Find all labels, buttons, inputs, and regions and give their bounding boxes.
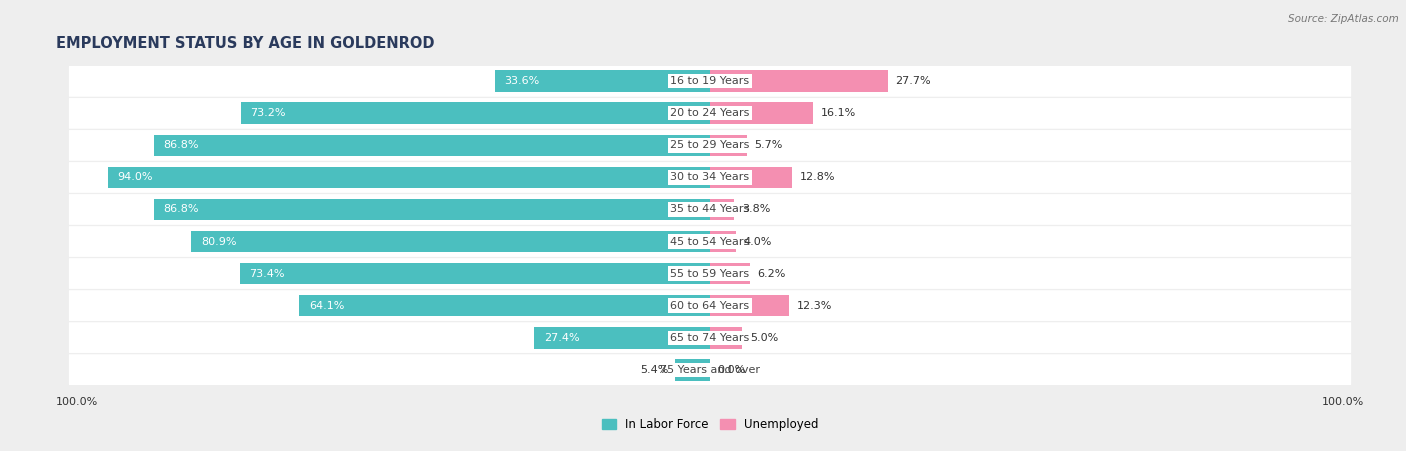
- Bar: [495, 70, 710, 92]
- Text: 75 Years and over: 75 Years and over: [659, 365, 761, 375]
- FancyBboxPatch shape: [69, 162, 1351, 193]
- Text: 35 to 44 Years: 35 to 44 Years: [671, 204, 749, 215]
- Text: 73.2%: 73.2%: [250, 108, 285, 118]
- Text: 27.4%: 27.4%: [544, 333, 579, 343]
- Bar: [240, 102, 710, 124]
- Text: 60 to 64 Years: 60 to 64 Years: [671, 300, 749, 311]
- Bar: [710, 198, 734, 221]
- Bar: [710, 327, 742, 349]
- Text: 4.0%: 4.0%: [744, 236, 772, 247]
- FancyBboxPatch shape: [69, 322, 1351, 353]
- Bar: [153, 198, 710, 221]
- Text: 6.2%: 6.2%: [758, 268, 786, 279]
- Text: 33.6%: 33.6%: [505, 76, 540, 86]
- Bar: [675, 359, 710, 381]
- Bar: [710, 102, 813, 124]
- FancyBboxPatch shape: [69, 258, 1351, 289]
- FancyBboxPatch shape: [69, 130, 1351, 161]
- Bar: [191, 230, 710, 253]
- Text: 20 to 24 Years: 20 to 24 Years: [671, 108, 749, 118]
- Bar: [710, 166, 792, 189]
- FancyBboxPatch shape: [69, 226, 1351, 257]
- Text: 94.0%: 94.0%: [117, 172, 153, 183]
- FancyBboxPatch shape: [69, 98, 1351, 129]
- FancyBboxPatch shape: [69, 66, 1351, 97]
- Bar: [710, 134, 747, 156]
- Text: 5.7%: 5.7%: [754, 140, 783, 151]
- Text: 86.8%: 86.8%: [163, 140, 198, 151]
- Text: 3.8%: 3.8%: [742, 204, 770, 215]
- Text: 86.8%: 86.8%: [163, 204, 198, 215]
- Text: 80.9%: 80.9%: [201, 236, 236, 247]
- Text: 0.0%: 0.0%: [717, 365, 747, 375]
- Text: 27.7%: 27.7%: [896, 76, 931, 86]
- FancyBboxPatch shape: [69, 290, 1351, 321]
- Text: Source: ZipAtlas.com: Source: ZipAtlas.com: [1288, 14, 1399, 23]
- Text: 12.3%: 12.3%: [797, 300, 832, 311]
- Text: 73.4%: 73.4%: [249, 268, 284, 279]
- Text: 16 to 19 Years: 16 to 19 Years: [671, 76, 749, 86]
- Text: 55 to 59 Years: 55 to 59 Years: [671, 268, 749, 279]
- Bar: [710, 230, 735, 253]
- Text: 65 to 74 Years: 65 to 74 Years: [671, 333, 749, 343]
- FancyBboxPatch shape: [69, 194, 1351, 225]
- Text: 100.0%: 100.0%: [1322, 397, 1364, 407]
- Text: 100.0%: 100.0%: [56, 397, 98, 407]
- Bar: [534, 327, 710, 349]
- Text: 5.0%: 5.0%: [749, 333, 778, 343]
- Text: 45 to 54 Years: 45 to 54 Years: [671, 236, 749, 247]
- Text: 12.8%: 12.8%: [800, 172, 835, 183]
- Bar: [710, 295, 789, 317]
- Bar: [153, 134, 710, 156]
- Bar: [710, 70, 887, 92]
- Text: EMPLOYMENT STATUS BY AGE IN GOLDENROD: EMPLOYMENT STATUS BY AGE IN GOLDENROD: [56, 36, 434, 51]
- Bar: [710, 262, 749, 285]
- Legend: In Labor Force, Unemployed: In Labor Force, Unemployed: [596, 413, 824, 436]
- Text: 64.1%: 64.1%: [309, 300, 344, 311]
- Bar: [299, 295, 710, 317]
- Text: 16.1%: 16.1%: [821, 108, 856, 118]
- Text: 30 to 34 Years: 30 to 34 Years: [671, 172, 749, 183]
- Text: 5.4%: 5.4%: [641, 365, 669, 375]
- FancyBboxPatch shape: [69, 354, 1351, 385]
- Bar: [107, 166, 710, 189]
- Text: 25 to 29 Years: 25 to 29 Years: [671, 140, 749, 151]
- Bar: [239, 262, 710, 285]
